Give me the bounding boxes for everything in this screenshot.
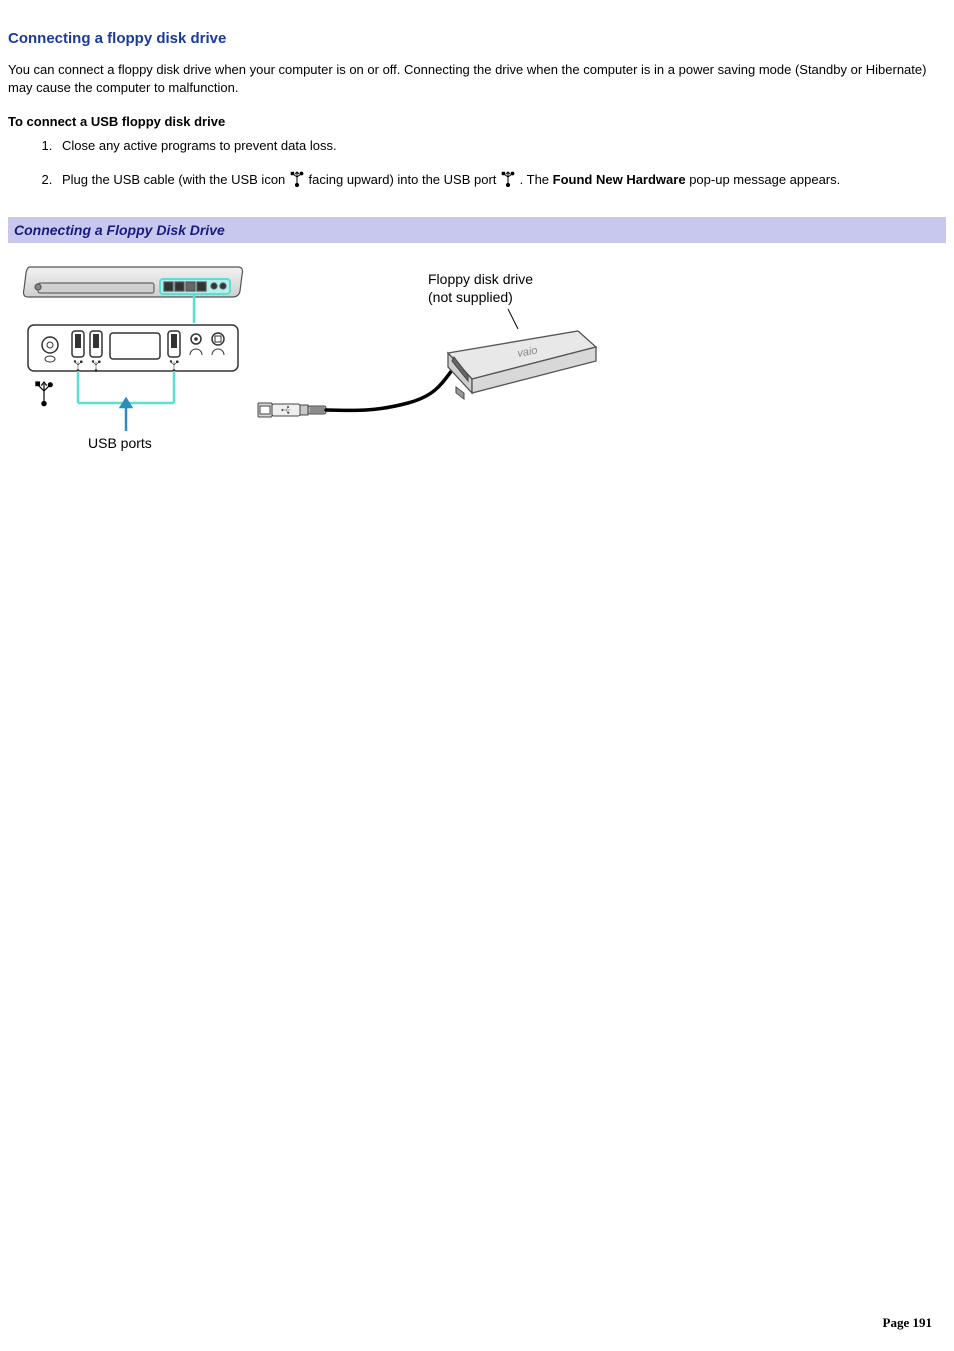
- usb-trident-icon: [36, 382, 52, 406]
- figure-caption: Connecting a Floppy Disk Drive: [8, 217, 946, 243]
- page-title: Connecting a floppy disk drive: [8, 30, 946, 47]
- usb-trident-icon: [289, 171, 305, 187]
- section-subhead: To connect a USB floppy disk drive: [8, 114, 946, 129]
- step-1: Close any active programs to prevent dat…: [56, 137, 946, 155]
- step-2-text-b: facing upward) into the USB port: [309, 172, 501, 187]
- page-number: Page 191: [883, 1315, 932, 1331]
- step-2-text-a: Plug the USB cable (with the USB icon: [62, 172, 289, 187]
- step-2-text-d: pop-up message appears.: [689, 172, 840, 187]
- usb-plug-icon: [258, 403, 326, 417]
- floppy-label-2: (not supplied): [428, 289, 513, 305]
- steps-list: Close any active programs to prevent dat…: [8, 137, 946, 189]
- floppy-drive-icon: vaio: [448, 331, 596, 399]
- usb-ports-label: USB ports: [88, 435, 152, 451]
- connection-diagram: vaio Floppy disk drive (not supplied) US…: [8, 243, 608, 463]
- intro-paragraph: You can connect a floppy disk drive when…: [8, 61, 946, 96]
- step-2: Plug the USB cable (with the USB icon fa…: [56, 171, 946, 189]
- laptop-icon: [24, 267, 243, 297]
- floppy-label-1: Floppy disk drive: [428, 271, 533, 287]
- document-page: Connecting a floppy disk drive You can c…: [0, 0, 954, 1351]
- usb-trident-icon: [500, 171, 516, 187]
- found-new-hardware-label: Found New Hardware: [553, 172, 686, 187]
- step-2-text-c: . The: [520, 172, 553, 187]
- port-panel-icon: [28, 325, 238, 372]
